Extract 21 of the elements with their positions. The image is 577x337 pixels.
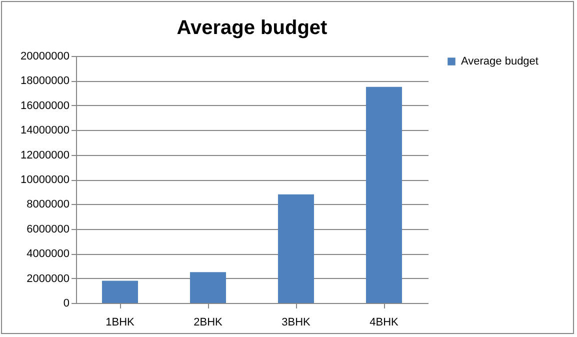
y-tick-label: 20000000 bbox=[20, 50, 70, 62]
y-tick-label: 14000000 bbox=[20, 124, 70, 137]
bar bbox=[278, 194, 314, 303]
x-tick-label: 2BHK bbox=[194, 316, 224, 328]
y-tick-label: 18000000 bbox=[20, 75, 70, 88]
x-tick-label: 4BHK bbox=[370, 316, 400, 328]
chart-title: Average budget bbox=[176, 17, 328, 39]
bar bbox=[190, 272, 226, 303]
y-tick-label: 8000000 bbox=[26, 198, 70, 211]
bar bbox=[102, 280, 138, 303]
y-tick-label: 6000000 bbox=[26, 223, 70, 236]
y-tick-label: 16000000 bbox=[20, 100, 70, 112]
y-tick-label: 4000000 bbox=[26, 248, 70, 260]
y-tick-label: 12000000 bbox=[20, 149, 70, 162]
x-tick-label: 1BHK bbox=[106, 316, 136, 328]
y-tick-label: 10000000 bbox=[20, 174, 70, 186]
y-tick-label: 0 bbox=[63, 298, 70, 310]
y-tick-label: 2000000 bbox=[26, 272, 70, 285]
bar bbox=[366, 86, 402, 303]
legend-label: Average budget bbox=[461, 56, 538, 68]
x-tick-label: 3BHK bbox=[282, 316, 312, 328]
